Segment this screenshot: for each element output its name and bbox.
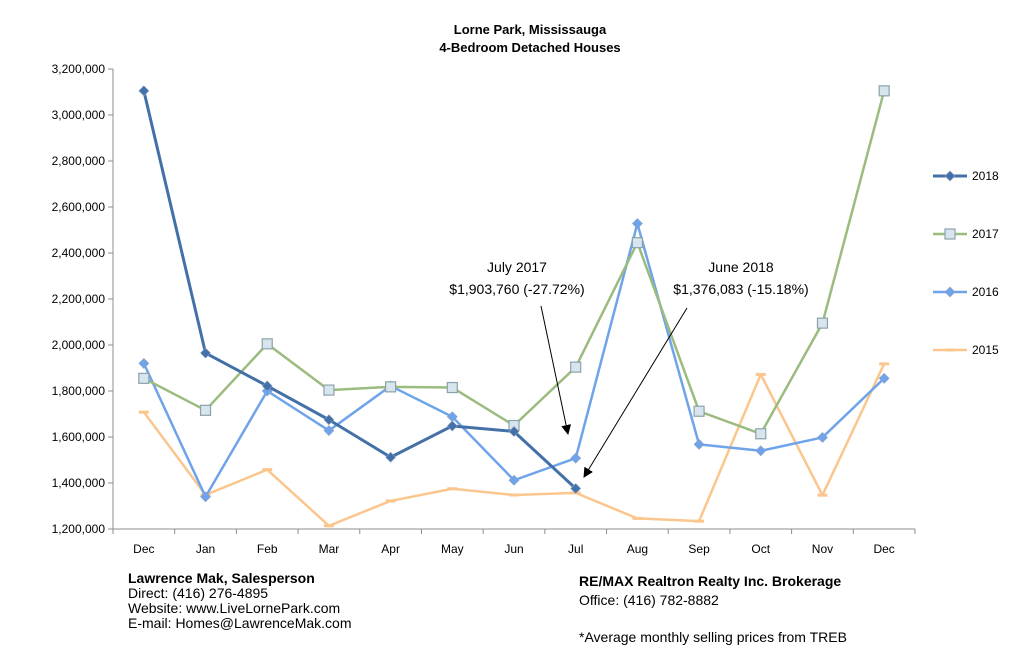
series-2018-point bbox=[508, 426, 520, 437]
x-tick-label: Jan bbox=[196, 542, 215, 556]
series-2017-point bbox=[631, 237, 643, 249]
annotation-layer: July 2017 $1,903,760 (-27.72%) June 2018 $1… bbox=[449, 259, 809, 478]
annotation-arrow bbox=[540, 305, 572, 435]
source-note: *Average monthly selling prices from TRE… bbox=[579, 629, 847, 645]
x-tick-label: Dec bbox=[133, 542, 154, 556]
series-2017-point bbox=[570, 361, 582, 373]
series-2018-point bbox=[446, 420, 458, 432]
legend: 2018 2017 2016 2015 bbox=[933, 169, 999, 357]
brokerage-info: RE/MAX Realtron Realty Inc. Brokerage Of… bbox=[579, 574, 841, 608]
chart-title: Lorne Park, Mississauga bbox=[453, 22, 607, 37]
series-2018-point bbox=[323, 414, 335, 426]
series-2016-point bbox=[817, 432, 828, 443]
legend-item-2016-point bbox=[944, 286, 956, 298]
series-2016-point bbox=[693, 438, 705, 450]
series-2017-point bbox=[199, 404, 212, 416]
x-tick-label: Sep bbox=[688, 542, 710, 556]
annotation-label: $1,903,760 (-27.72%) bbox=[449, 281, 584, 297]
annotation-label: $1,376,083 (-15.18%) bbox=[673, 281, 808, 297]
y-tick-label: 2,600,000 bbox=[52, 200, 106, 214]
agent-direct-phone: Direct: (416) 276-4895 bbox=[128, 585, 269, 601]
y-tick-label: 3,000,000 bbox=[52, 108, 106, 122]
x-tick-label: Jul bbox=[568, 542, 583, 556]
x-tick-label: Jun bbox=[504, 542, 523, 556]
series-2018-point bbox=[570, 483, 582, 494]
chart-subtitle: 4-Bedroom Detached Houses bbox=[439, 40, 621, 55]
y-tick-label: 1,400,000 bbox=[52, 476, 106, 490]
annotation-label: July 2017 bbox=[487, 259, 547, 275]
legend-item-2015-label: 2015 bbox=[972, 343, 999, 357]
annotation-arrow bbox=[583, 307, 688, 478]
y-tick-label: 1,800,000 bbox=[52, 384, 106, 398]
series-2017-point bbox=[446, 381, 458, 394]
legend-item-2015: 2015 bbox=[933, 343, 999, 357]
series-2017-point bbox=[138, 372, 150, 384]
series-2018-point bbox=[261, 380, 273, 392]
series-2018-point bbox=[385, 451, 397, 463]
y-tick-label: 2,800,000 bbox=[52, 154, 106, 168]
x-tick-label: Mar bbox=[319, 542, 340, 556]
x-tick-label: May bbox=[441, 542, 464, 556]
series-2015 bbox=[138, 362, 890, 528]
y-tick-label: 2,200,000 bbox=[52, 292, 106, 306]
series-2016-point bbox=[200, 491, 211, 503]
office-phone: Office: (416) 782-8882 bbox=[579, 592, 719, 608]
y-tick-label: 1,200,000 bbox=[52, 522, 106, 536]
series-2016-point bbox=[878, 372, 890, 384]
agent-website: Website: www.LiveLornePark.com bbox=[128, 600, 341, 616]
legend-item-2016-label: 2016 bbox=[972, 285, 999, 299]
legend-item-2017-label: 2017 bbox=[972, 227, 999, 241]
legend-item-2018-point bbox=[944, 170, 956, 182]
series-layer bbox=[138, 85, 890, 528]
legend-item-2018-label: 2018 bbox=[972, 169, 999, 183]
series-2016-point bbox=[570, 452, 582, 464]
series-2018-point bbox=[138, 85, 150, 97]
series-2017 bbox=[138, 85, 890, 440]
y-tick-label: 1,600,000 bbox=[52, 430, 106, 444]
x-tick-label: Oct bbox=[751, 542, 770, 556]
agent-info: Lawrence Mak, Salesperson Direct: (416) … bbox=[128, 571, 352, 631]
series-2018-line bbox=[142, 90, 577, 490]
y-tick-label: 3,200,000 bbox=[52, 62, 106, 76]
series-2016-point bbox=[323, 425, 335, 436]
x-tick-label: Aug bbox=[627, 542, 648, 556]
annotation-label: June 2018 bbox=[708, 259, 774, 275]
series-2017-point bbox=[816, 317, 829, 329]
series-2018 bbox=[138, 85, 582, 494]
axes: 1,200,000 1,400,000 1,600,000 1,800,000 2,00… bbox=[52, 62, 916, 556]
series-2018-point bbox=[200, 347, 211, 359]
agent-email: E-mail: Homes@LawrenceMak.com bbox=[128, 615, 352, 631]
series-2017-point bbox=[261, 338, 273, 350]
y-tick-label: 2,000,000 bbox=[52, 338, 106, 352]
legend-item-2017-point bbox=[944, 228, 956, 240]
series-2017-point bbox=[755, 428, 767, 440]
legend-item-2016: 2016 bbox=[933, 285, 999, 299]
series-2017-point bbox=[323, 384, 335, 396]
series-2015-line bbox=[142, 363, 886, 528]
y-tick-label: 2,400,000 bbox=[52, 246, 106, 260]
legend-item-2018: 2018 bbox=[933, 169, 999, 183]
brokerage-name: RE/MAX Realtron Realty Inc. Brokerage bbox=[579, 573, 842, 589]
series-2016-point bbox=[138, 357, 150, 369]
series-2016-point bbox=[508, 474, 520, 486]
legend-item-2017: 2017 bbox=[933, 227, 999, 241]
x-tick-label: Apr bbox=[381, 542, 400, 556]
series-2017-point bbox=[878, 85, 890, 97]
x-tick-label: Nov bbox=[812, 542, 833, 556]
x-tick-label: Dec bbox=[873, 542, 894, 556]
series-2016-point bbox=[755, 445, 767, 457]
x-tick-label: Feb bbox=[257, 542, 278, 556]
series-2016-point bbox=[631, 218, 643, 229]
agent-name: Lawrence Mak, Salesperson bbox=[128, 570, 315, 586]
series-2017-point bbox=[693, 405, 705, 417]
series-2017-point bbox=[385, 381, 397, 393]
